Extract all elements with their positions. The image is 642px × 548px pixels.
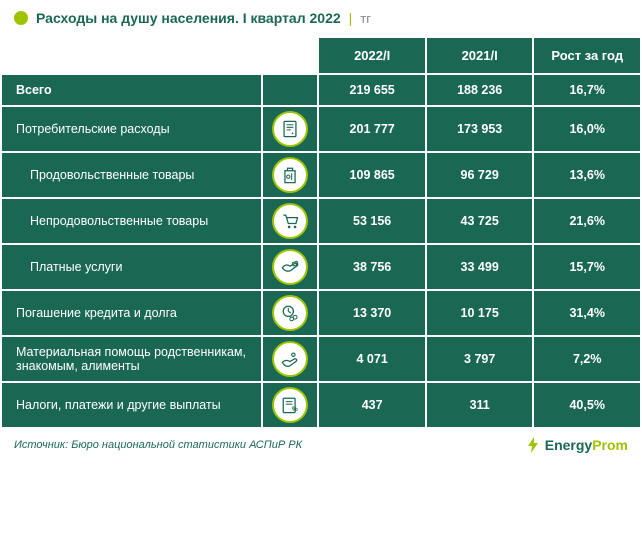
row-value: 53 156 — [319, 199, 425, 243]
chart-unit: тг — [360, 11, 371, 26]
row-label: Непродовольственные товары — [2, 199, 261, 243]
row-value: 40,5% — [534, 383, 640, 427]
grocery-icon — [272, 157, 308, 193]
row-value: 96 729 — [427, 153, 533, 197]
row-label: Продовольственные товары — [2, 153, 261, 197]
source-text: Источник: Бюро национальной статистики А… — [14, 439, 302, 451]
row-value: 21,6% — [534, 199, 640, 243]
row-label: Потребительские расходы — [2, 107, 261, 151]
row-value: 33 499 — [427, 245, 533, 289]
row-label: Платные услуги — [2, 245, 261, 289]
row-value: 437 — [319, 383, 425, 427]
row-value: 31,4% — [534, 291, 640, 335]
row-value: 7,2% — [534, 337, 640, 381]
receipt-icon — [272, 111, 308, 147]
row-icon-cell — [263, 107, 318, 151]
row-value: 188 236 — [427, 75, 533, 105]
accent-dot-icon — [14, 11, 28, 25]
table-row: Продовольственные товары 109 86596 72913,… — [2, 153, 640, 197]
row-value: 219 655 — [319, 75, 425, 105]
row-value: 13,6% — [534, 153, 640, 197]
row-value: 13 370 — [319, 291, 425, 335]
table-row: Налоги, платежи и другие выплаты 43731140… — [2, 383, 640, 427]
row-icon-cell — [263, 75, 318, 105]
row-value: 3 797 — [427, 337, 533, 381]
brand-name: Energy — [545, 437, 592, 453]
lightning-icon — [525, 437, 541, 453]
row-icon-cell — [263, 153, 318, 197]
column-header: 2021/I — [427, 38, 533, 73]
table-row: Платные услуги 38 75633 49915,7% — [2, 245, 640, 289]
infographic-container: Расходы на душу населения. I квартал 202… — [0, 0, 642, 461]
table-row: Потребительские расходы 201 777173 95316,… — [2, 107, 640, 151]
row-label: Материальная помощь родственникам, знако… — [2, 337, 261, 381]
row-icon-cell — [263, 245, 318, 289]
title-bar: Расходы на душу населения. I квартал 202… — [0, 0, 642, 36]
tax-icon — [272, 387, 308, 423]
row-value: 201 777 — [319, 107, 425, 151]
chart-title: Расходы на душу населения. I квартал 202… — [36, 10, 341, 26]
row-value: 43 725 — [427, 199, 533, 243]
brand-suffix: Prom — [592, 437, 628, 453]
row-label: Налоги, платежи и другие выплаты — [2, 383, 261, 427]
clock-coins-icon — [272, 295, 308, 331]
row-value: 109 865 — [319, 153, 425, 197]
row-value: 16,7% — [534, 75, 640, 105]
payment-icon — [272, 249, 308, 285]
table-row: Погашение кредита и долга 13 37010 17531,… — [2, 291, 640, 335]
table-row: Материальная помощь родственникам, знако… — [2, 337, 640, 381]
table-row: Непродовольственные товары 53 15643 72521… — [2, 199, 640, 243]
row-icon-cell — [263, 337, 318, 381]
table-header-row: 2022/I 2021/I Рост за год — [2, 38, 640, 73]
row-value: 4 071 — [319, 337, 425, 381]
row-value: 15,7% — [534, 245, 640, 289]
row-value: 173 953 — [427, 107, 533, 151]
row-value: 311 — [427, 383, 533, 427]
row-icon-cell — [263, 291, 318, 335]
column-header: Рост за год — [534, 38, 640, 73]
cart-icon — [272, 203, 308, 239]
row-icon-cell — [263, 199, 318, 243]
data-table: 2022/I 2021/I Рост за год Всего 219 65518… — [0, 36, 642, 429]
hand-give-icon — [272, 341, 308, 377]
column-header: 2022/I — [319, 38, 425, 73]
row-value: 10 175 — [427, 291, 533, 335]
title-separator: | — [349, 10, 353, 26]
row-label: Погашение кредита и долга — [2, 291, 261, 335]
brand-logo: EnergyProm — [525, 437, 628, 453]
table-row: Всего 219 655188 23616,7% — [2, 75, 640, 105]
row-icon-cell — [263, 383, 318, 427]
row-label: Всего — [2, 75, 261, 105]
row-value: 38 756 — [319, 245, 425, 289]
header-spacer — [2, 38, 317, 73]
footer: Источник: Бюро национальной статистики А… — [0, 429, 642, 461]
row-value: 16,0% — [534, 107, 640, 151]
